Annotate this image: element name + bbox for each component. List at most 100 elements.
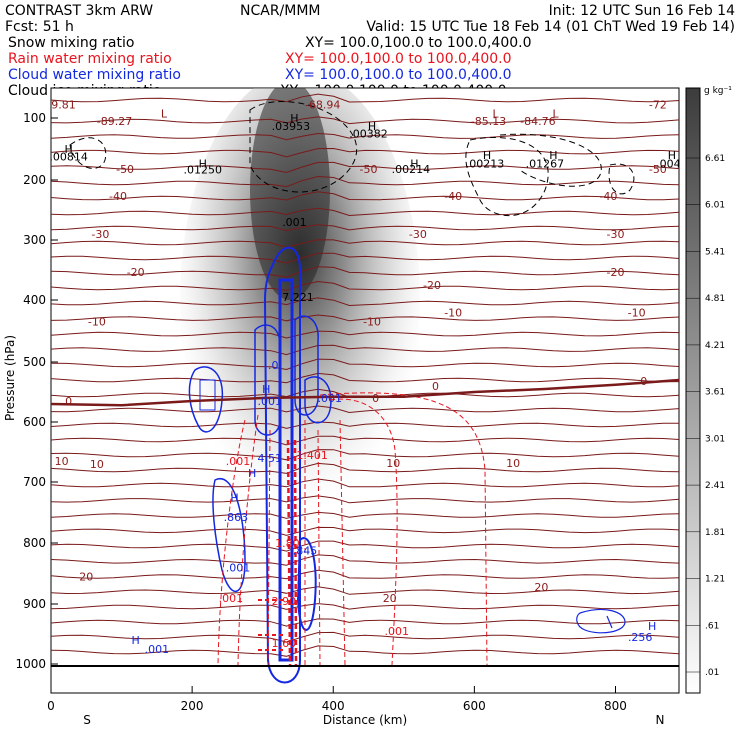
y-tick-label: 200 [23, 173, 46, 187]
isotherm-line [51, 631, 679, 643]
contour-label: 10 [506, 457, 520, 470]
contour-label: 0 [640, 375, 647, 388]
contour-label: .001 [219, 592, 244, 605]
contour-label: 10 [90, 458, 104, 471]
colorbar-unit: g kg⁻¹ [704, 86, 732, 96]
isotherm-line [51, 175, 679, 188]
isotherm-line [51, 603, 679, 610]
isotherm-line [51, 495, 679, 504]
y-tick-label: 300 [23, 233, 46, 247]
y-tick-label: 500 [23, 355, 46, 369]
isotherm-line [51, 191, 679, 201]
isotherm-line [51, 478, 679, 488]
colorbar-level: 6.01 [705, 201, 725, 211]
contour-label: 10 [55, 455, 69, 468]
isotherm-line [51, 280, 679, 291]
contour-label: 0 [432, 380, 439, 393]
x-tick-label: 0 [47, 699, 55, 713]
freezing-level-line [51, 378, 679, 407]
isotherm-contours [51, 93, 679, 657]
contour-label: .00214 [392, 163, 431, 176]
center-label: NCAR/MMM [240, 3, 321, 19]
rain-water-contours [217, 392, 488, 666]
contour-label: 1.80 [275, 537, 300, 550]
isotherm-line [51, 586, 679, 595]
contour-label: 2.90 [272, 595, 297, 608]
isotherm-line [51, 224, 679, 232]
contour-label: -85.13 [471, 115, 506, 128]
contour-label: .256 [628, 631, 653, 644]
colorbar-level: 6.61 [705, 154, 725, 164]
isotherm-line [51, 358, 679, 371]
extremum-marker: H [410, 157, 418, 170]
contour-label: .845 [293, 544, 318, 557]
snow-core [250, 88, 330, 300]
contour-label: 4.51 [257, 452, 282, 465]
extremum-marker: H [248, 467, 256, 480]
contour-label: -20 [607, 266, 625, 279]
colorbar-level: 1.21 [705, 575, 725, 585]
colorbar-level: 2.41 [705, 481, 725, 491]
isotherm-line [51, 147, 679, 158]
extremum-marker: L [492, 108, 499, 121]
y-tick-label: 800 [23, 536, 46, 550]
isotherm-line [51, 207, 679, 217]
contour-label: .0049 [656, 157, 688, 170]
contour-label: .01267 [526, 157, 565, 170]
contour-label: .001 [145, 643, 170, 656]
colorbar-level: .01 [705, 668, 719, 678]
contour-label: -72 [649, 99, 667, 112]
extremum-marker: H [668, 149, 676, 162]
isotherm-line [51, 372, 679, 384]
y-tick-label: 400 [23, 293, 46, 307]
contour-label: 1.401 [296, 449, 328, 462]
contour-label: 0 [372, 392, 379, 405]
contour-label: .0 [268, 359, 279, 372]
extremum-marker: L [552, 108, 559, 121]
contour-label: .00382 [349, 128, 388, 141]
isotherm-line [51, 266, 679, 278]
extremum-marker: H [549, 149, 557, 162]
contour-label: -69.81 [40, 99, 75, 112]
isotherm-line [51, 297, 679, 307]
contour-label: -50 [649, 163, 667, 176]
y-tick-label: 700 [23, 475, 46, 489]
field-xy-cloud-water: XY= 100.0,100.0 to 100.0,400.0 [285, 67, 512, 83]
isotherm-line [51, 554, 679, 566]
extremum-marker: H [483, 149, 491, 162]
field-name-cloud-water: Cloud water mixing ratio [8, 67, 181, 83]
isotherm-line [51, 540, 679, 552]
endpoint-north: N [656, 713, 665, 727]
y-axis: 100 200 300 400 500 600 700 800 900 1000 [15, 111, 58, 671]
isotherm-line [51, 645, 679, 657]
contour-label: .863 [224, 511, 249, 524]
field-xy-snow: XY= 100.0,100.0 to 100.0,400.0 [305, 35, 532, 51]
forecast-label: Fcst: 51 h [5, 19, 74, 35]
extremum-marker: H [290, 112, 298, 125]
isotherm-line [51, 330, 679, 339]
extremum-marker: H [648, 620, 656, 633]
extremum-marker: H [262, 383, 270, 396]
x-axis: 0 200 400 600 800 [47, 686, 627, 713]
extremum-marker: H [64, 143, 72, 156]
endpoint-south: S [83, 713, 91, 727]
field-name-snow: Snow mixing ratio [8, 35, 134, 51]
colorbar [685, 87, 701, 694]
x-tick-label: 200 [181, 699, 204, 713]
contour-label: 20 [534, 581, 548, 594]
contour-label: .001 [226, 455, 251, 468]
y-axis-label: Pressure (hPa) [3, 335, 17, 421]
isotherm-line [51, 526, 679, 536]
contour-label: 1.60 [272, 637, 297, 650]
isotherm-line [51, 239, 679, 248]
contour-label: -10 [628, 306, 646, 319]
contour-label: .001 [385, 625, 410, 638]
extremum-marker: H [199, 157, 207, 170]
contour-label: .00213 [466, 157, 505, 170]
cloud-water-contours [188, 246, 626, 684]
contour-label: -84.76 [520, 115, 555, 128]
contour-label: .001 [257, 395, 282, 408]
field-xy-rain: XY= 100.0,100.0 to 100.0,400.0 [285, 51, 512, 67]
